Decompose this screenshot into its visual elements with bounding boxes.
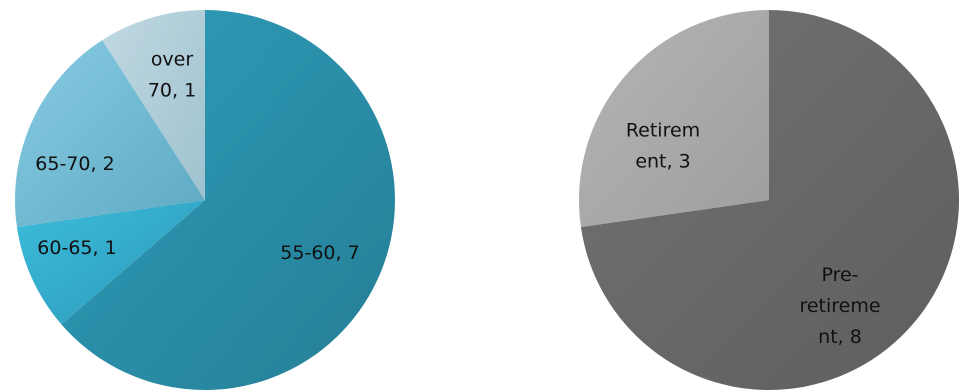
stage-pie-chart: Pre-retireme nt, 8 Retirem ent, 3 <box>579 10 959 390</box>
pie-slice-65-70 <box>14 40 205 228</box>
slice-label-over-70: over 70, 1 <box>148 49 196 102</box>
pie-slice-pre-retirement <box>580 10 959 390</box>
age-pie-chart: 55-60, 7 60-65, 1 65-70, 2 over 70, 1 <box>14 10 395 390</box>
pie-slice-retirement <box>579 10 769 228</box>
pie-slice-55-60 <box>61 10 395 390</box>
slice-label-retirement: Retirem ent, 3 <box>626 120 700 173</box>
pie-slice-over-70 <box>102 10 205 200</box>
slice-label-pre-retirement: Pre-retireme nt, 8 <box>799 264 880 348</box>
slice-label-55-60: 55-60, 7 <box>280 242 359 264</box>
slice-label-60-65: 60-65, 1 <box>37 237 116 259</box>
pie-slice-60-65 <box>16 200 205 325</box>
slice-label-65-70: 65-70, 2 <box>35 153 114 175</box>
